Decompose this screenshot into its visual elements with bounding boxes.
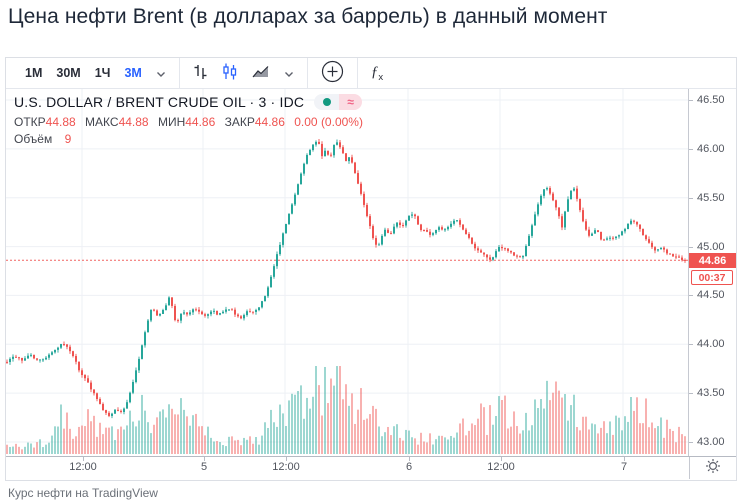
y-axis-tick [689,100,693,101]
chart-legend: U.S. DOLLAR / BRENT CRUDE OIL · 3 · IDC … [14,94,363,145]
page-title: Цена нефти Brent (в долларах за баррель)… [8,5,608,28]
time-axis[interactable]: 12:00 5 12:00 6 12:00 7 [6,456,736,479]
tradingview-widget: 1М 30М 1Ч 3М [5,57,737,481]
y-axis-label: 46.50 [697,94,725,106]
y-axis-label: 43.50 [697,387,725,400]
low-value: 44.86 [185,115,216,129]
area-chart-style-button[interactable] [245,58,277,88]
volume-bars-layer [6,366,686,454]
toolbar-separator [306,58,308,88]
price-chart-svg [6,89,688,456]
x-axis-label: 12:00 [272,461,300,473]
y-axis-label: 43.00 [697,436,725,448]
chart-plot-area[interactable]: U.S. DOLLAR / BRENT CRUDE OIL · 3 · IDC … [6,89,688,456]
x-axis-label: 12:00 [487,461,515,473]
low-label: МИН [157,115,186,129]
y-axis-tick [689,197,693,199]
interval-button-3m-active[interactable]: 3М [117,58,148,88]
chart-style-group [180,58,307,88]
x-axis-tick [83,457,84,461]
candlestick-style-button[interactable] [215,58,245,88]
x-axis-tick [286,457,287,461]
y-axis-tick [689,295,693,297]
market-status-segment [314,94,340,110]
candles-layer [6,139,686,419]
change-value: 0.00 (0.00%) [294,115,363,129]
open-label: ОТКР [14,115,46,129]
indicators-fx-button[interactable]: ƒx [364,58,390,88]
interval-dropdown-button[interactable] [149,58,173,88]
fx-icon: ƒx [370,63,384,83]
x-axis-tick [409,457,410,461]
x-axis-tick [624,457,625,461]
high-value: 44.88 [118,115,149,129]
volume-row: Объём 9 [14,133,363,145]
gear-icon [705,458,721,479]
interval-button-1m[interactable]: 1М [18,58,49,88]
x-axis-label: 12:00 [69,461,97,473]
bar-countdown-badge: 00:37 [691,270,733,285]
compare-symbol-button[interactable] [314,58,351,88]
ohlc-row: ОТКР44.88 МАКС44.88 МИН44.86 ЗАКР44.86 0… [14,116,363,128]
last-price-badge: 44.86 [689,253,736,268]
y-axis-tick [689,148,693,150]
y-axis-tick [689,393,693,395]
ohlc-bars-icon [193,64,208,83]
y-axis-label: 44.50 [697,289,725,302]
chevron-down-icon [156,66,166,81]
bar-chart-style-button[interactable] [186,58,215,88]
y-axis-tick [689,246,693,248]
interval-group: 1М 30М 1Ч 3М [12,58,179,88]
x-axis-label: 6 [405,461,413,473]
y-axis-label: 44.00 [697,338,725,351]
volume-label: Объём [14,132,53,146]
volume-value: 9 [64,132,72,146]
y-axis-label: 45.50 [697,191,725,204]
candlestick-icon [222,63,238,83]
price-axis[interactable]: 44.86 00:37 46.50 46.00 45.50 45.00 44.50 44.… [688,89,736,456]
interval-button-30m[interactable]: 30М [49,58,87,88]
area-chart-icon [252,64,270,82]
compare-group [308,58,357,88]
symbol-title: U.S. DOLLAR / BRENT CRUDE OIL · 3 · IDC [14,94,305,110]
indicators-group: ƒx [358,58,396,88]
grid-lines [6,89,688,456]
interval-button-1h[interactable]: 1Ч [88,58,118,88]
x-axis-tick [501,457,502,461]
compare-plus-icon [321,60,344,86]
market-open-dot-icon [322,98,331,106]
chart-toolbar: 1М 30М 1Ч 3М [6,58,736,89]
y-axis-label: 45.00 [697,240,725,253]
style-dropdown-button[interactable] [277,58,301,88]
x-axis-label: 7 [620,461,628,473]
y-axis-label: 46.00 [697,142,725,155]
toolbar-separator [356,58,358,88]
y-axis-tick [689,442,693,443]
x-axis-label: 5 [200,461,208,473]
x-axis-tick [204,457,205,461]
chevron-down-icon [284,66,294,81]
tradingview-attribution-link[interactable]: Курс нефти на TradingView [8,486,158,500]
axis-settings-button[interactable] [689,457,736,479]
approx-data-icon: ≈ [339,94,363,110]
data-status-pill[interactable]: ≈ [314,94,363,110]
close-value: 44.86 [254,115,285,129]
y-axis-tick [689,344,693,346]
close-label: ЗАКР [224,115,255,129]
chart-area: U.S. DOLLAR / BRENT CRUDE OIL · 3 · IDC … [6,89,736,456]
toolbar-separator [178,58,180,88]
high-label: МАКС [85,115,119,129]
open-value: 44.88 [45,115,76,129]
